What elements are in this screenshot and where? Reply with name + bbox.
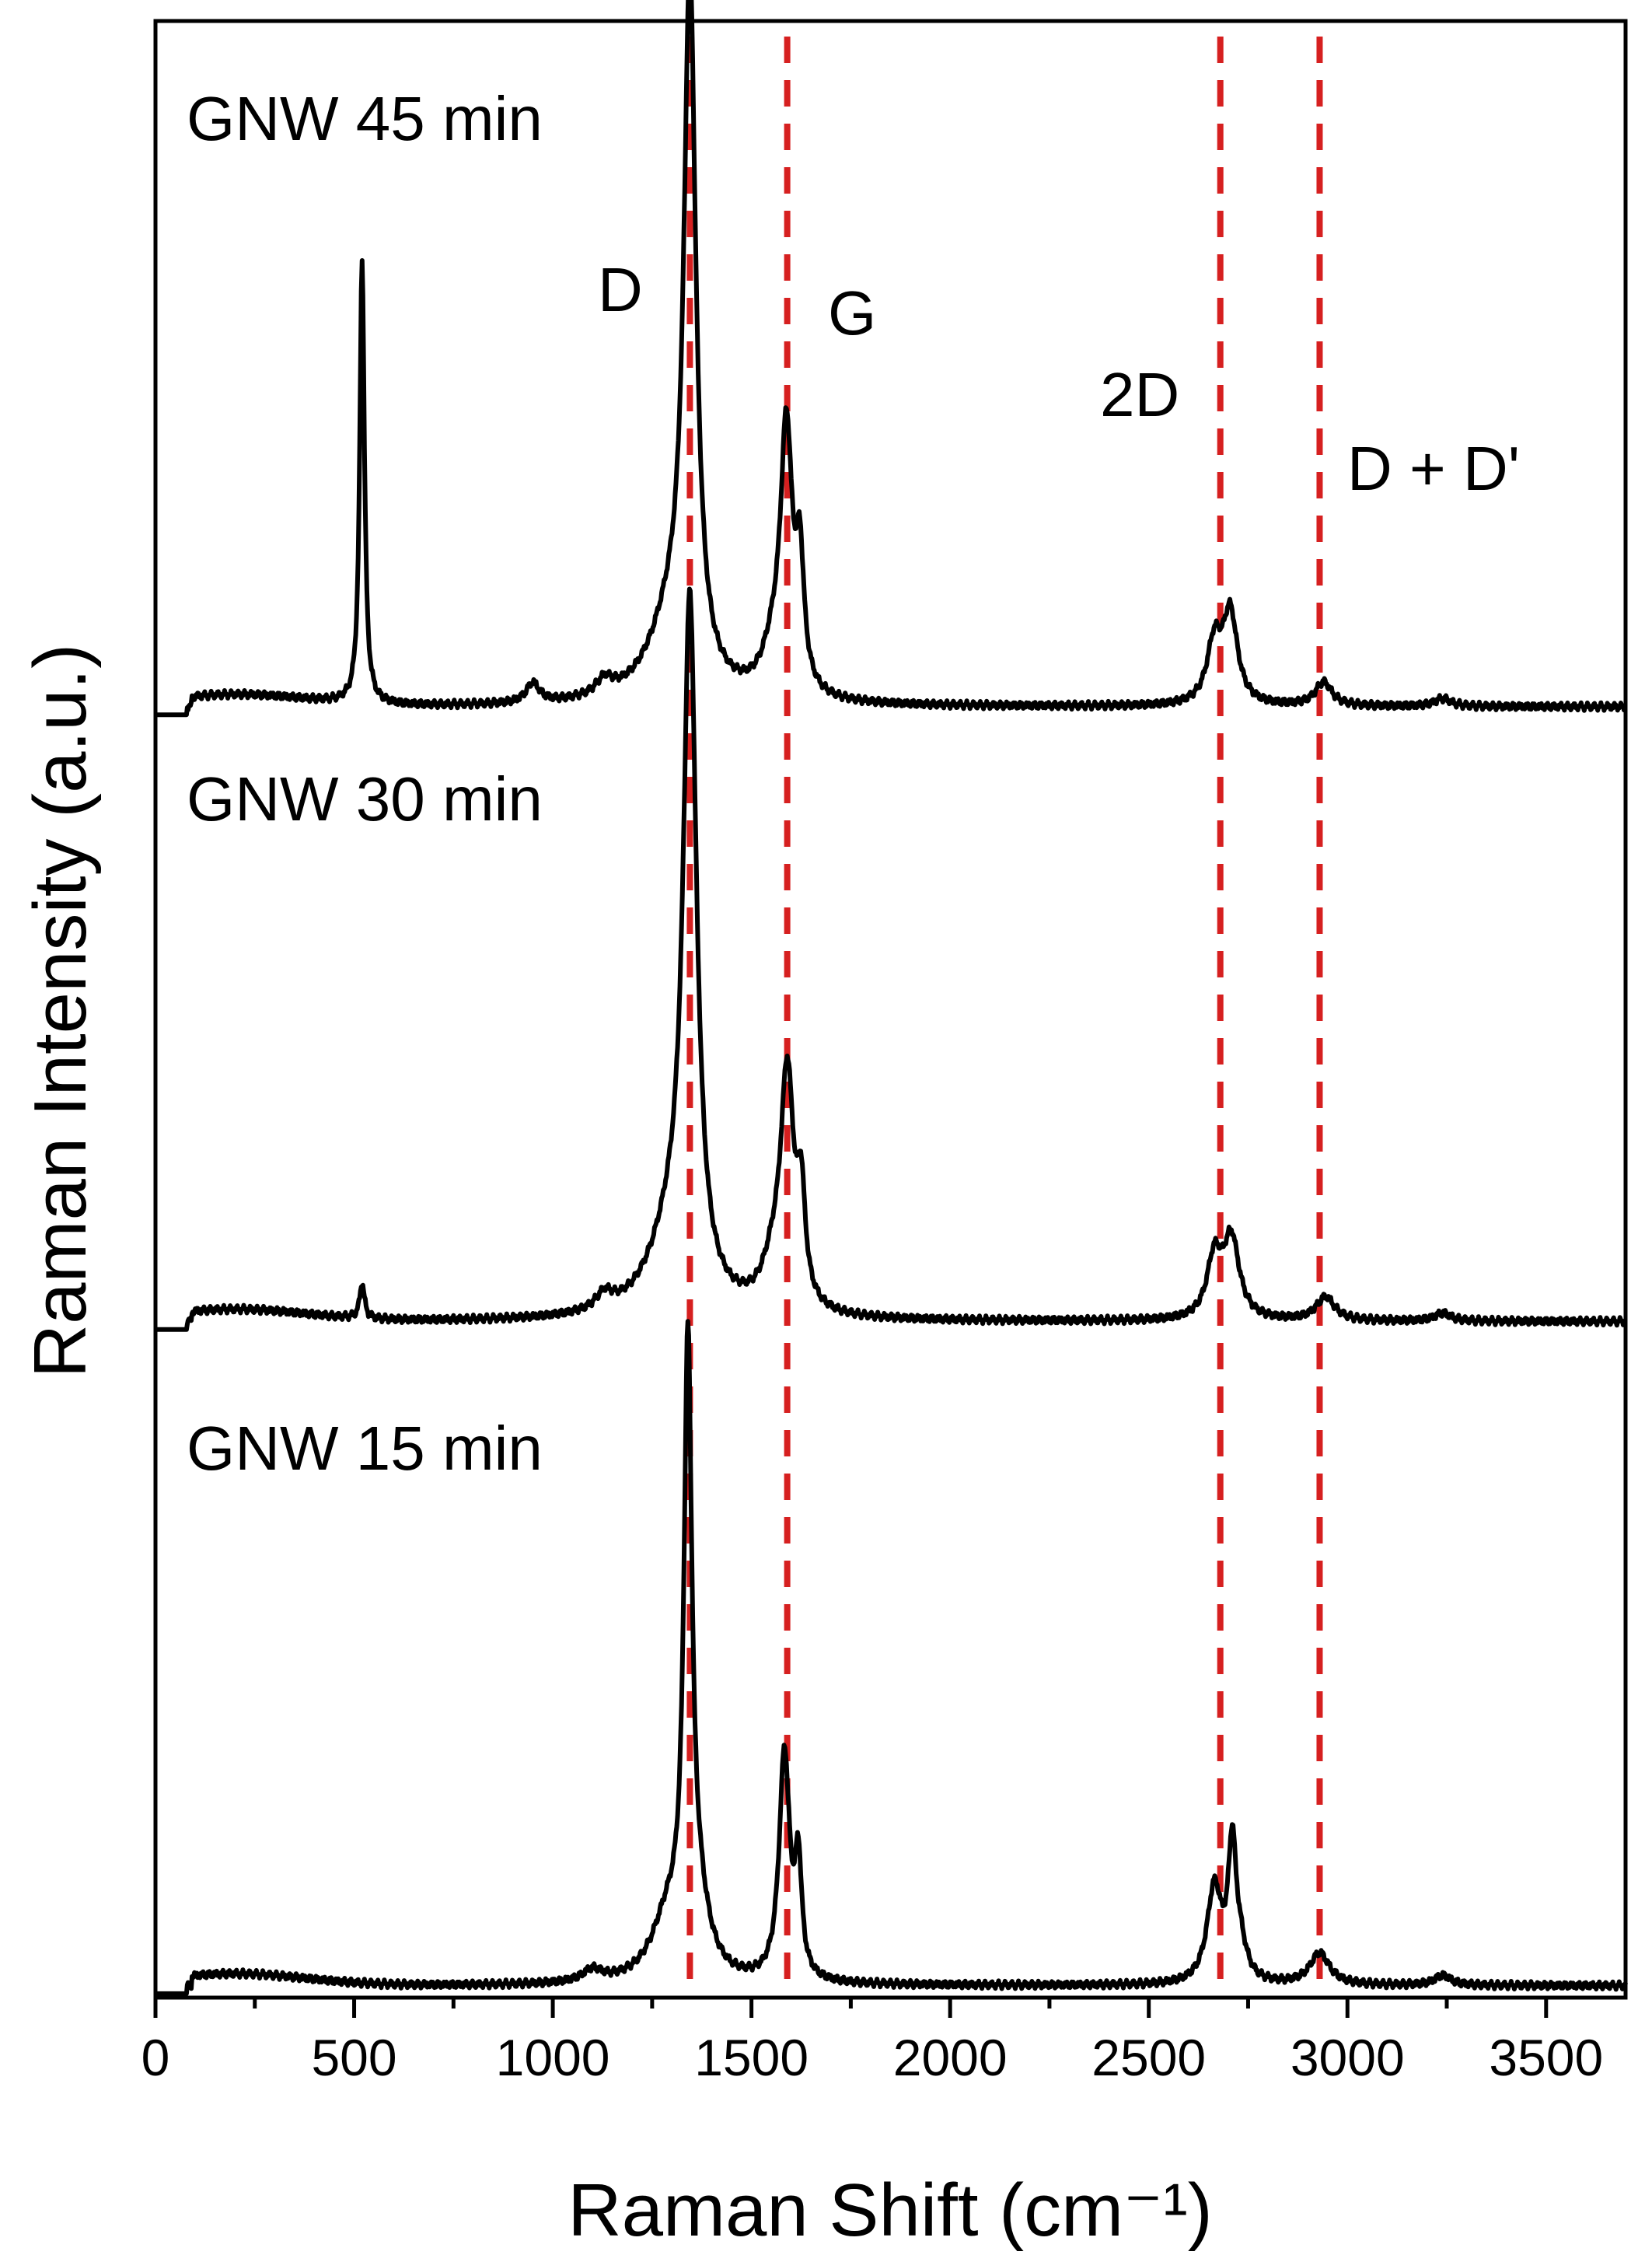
peak-label-d-plus-d-prime: D + D' bbox=[1347, 434, 1520, 503]
series-label-1: GNW 45 min bbox=[187, 84, 543, 153]
plot-frame bbox=[153, 19, 1628, 2000]
x-tick-label: 3500 bbox=[1489, 2029, 1603, 2086]
x-tick-label: 500 bbox=[311, 2029, 396, 2086]
series-layer bbox=[154, 0, 1628, 1996]
series-label-layer: GNW 45 min GNW 30 min GNW 15 min bbox=[187, 84, 543, 1483]
x-axis-tick-labels: 0 500 1000 1500 2000 2500 3000 3500 bbox=[141, 2029, 1604, 2086]
x-axis-ticks bbox=[153, 1998, 1549, 2018]
x-tick-label: 1500 bbox=[694, 2029, 809, 2086]
x-tick-label: 0 bbox=[141, 2029, 170, 2086]
x-tick-label: 2000 bbox=[893, 2029, 1008, 2086]
peak-marker-layer bbox=[686, 37, 1323, 1994]
series-label-2: GNW 30 min bbox=[187, 764, 543, 834]
y-axis-title: Raman Intensity (a.u.) bbox=[19, 644, 102, 1378]
x-tick-label: 3000 bbox=[1291, 2029, 1405, 2086]
series-line-2 bbox=[154, 586, 1628, 1332]
x-tick-label: 1000 bbox=[496, 2029, 610, 2086]
peak-label-g: G bbox=[828, 278, 876, 348]
peak-label-d: D bbox=[598, 255, 643, 324]
series-label-3: GNW 15 min bbox=[187, 1414, 543, 1483]
x-axis-title: Raman Shift (cm⁻¹) bbox=[568, 2169, 1212, 2252]
peak-label-2d: 2D bbox=[1100, 360, 1179, 429]
series-line-1 bbox=[154, 0, 1628, 718]
x-tick-label: 2500 bbox=[1091, 2029, 1206, 2086]
series-line-3 bbox=[154, 1319, 1628, 1996]
